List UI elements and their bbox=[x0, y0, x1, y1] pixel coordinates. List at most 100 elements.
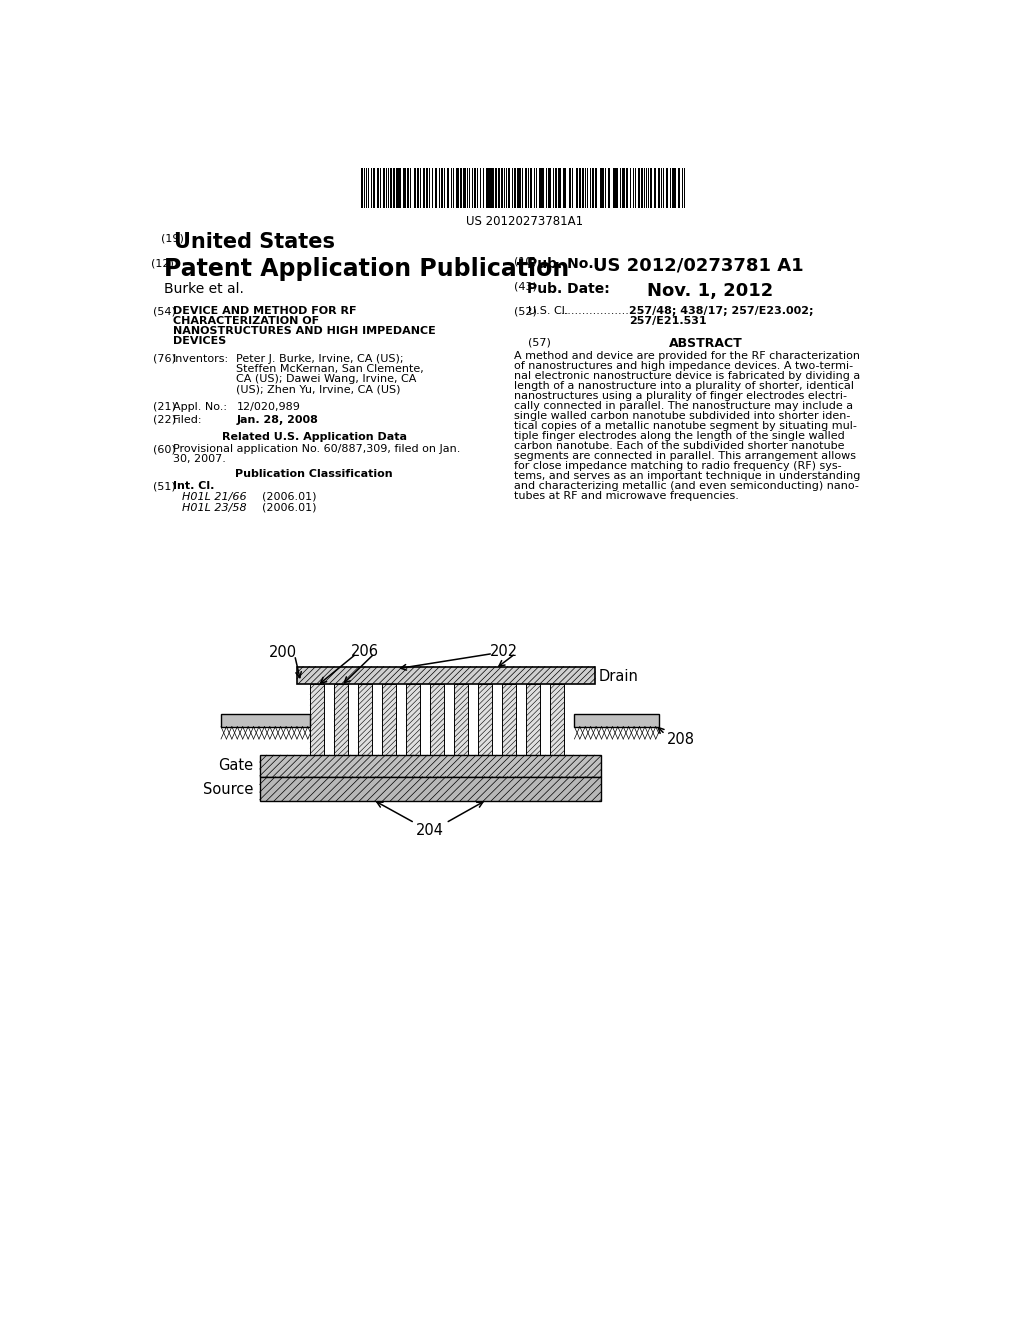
Bar bbox=[407, 684, 420, 755]
Bar bbox=[626, 168, 628, 207]
Bar bbox=[564, 168, 566, 207]
Text: U.S. Cl.: U.S. Cl. bbox=[528, 306, 568, 317]
Text: H01L 21/66: H01L 21/66 bbox=[182, 492, 247, 502]
Text: Gate: Gate bbox=[218, 759, 254, 774]
Bar bbox=[393, 168, 394, 207]
Bar bbox=[477, 168, 478, 207]
Bar bbox=[260, 776, 601, 801]
Text: (19): (19) bbox=[161, 234, 183, 244]
Bar bbox=[633, 168, 634, 207]
Text: (2006.01): (2006.01) bbox=[262, 492, 316, 502]
Text: Provisional application No. 60/887,309, filed on Jan.: Provisional application No. 60/887,309, … bbox=[173, 444, 461, 454]
Bar bbox=[474, 168, 476, 207]
Text: DEVICE AND METHOD FOR RF: DEVICE AND METHOD FOR RF bbox=[173, 306, 356, 317]
Bar bbox=[595, 168, 597, 207]
Text: (60): (60) bbox=[153, 444, 175, 454]
Bar bbox=[260, 755, 601, 776]
Bar bbox=[613, 168, 614, 207]
Bar bbox=[464, 168, 466, 207]
Text: (57): (57) bbox=[528, 337, 551, 347]
Bar bbox=[432, 168, 433, 207]
Bar bbox=[478, 684, 493, 755]
Bar bbox=[602, 168, 604, 207]
Bar bbox=[536, 168, 538, 207]
Text: 257/E21.531: 257/E21.531 bbox=[629, 317, 707, 326]
Bar bbox=[358, 684, 372, 755]
Bar bbox=[460, 168, 462, 207]
Text: CHARACTERIZATION OF: CHARACTERIZATION OF bbox=[173, 317, 319, 326]
Bar bbox=[458, 168, 459, 207]
Bar bbox=[583, 168, 584, 207]
Bar bbox=[390, 168, 391, 207]
Text: 12/020,989: 12/020,989 bbox=[237, 401, 300, 412]
Bar bbox=[558, 168, 560, 207]
Text: and characterizing metallic (and even semiconducting) nano-: and characterizing metallic (and even se… bbox=[514, 480, 859, 491]
Text: tubes at RF and microwave frequencies.: tubes at RF and microwave frequencies. bbox=[514, 491, 739, 502]
Bar bbox=[530, 168, 531, 207]
Text: carbon nanotube. Each of the subdivided shorter nanotube: carbon nanotube. Each of the subdivided … bbox=[514, 441, 845, 451]
Bar bbox=[675, 168, 676, 207]
Text: length of a nanostructure into a plurality of shorter, identical: length of a nanostructure into a plurali… bbox=[514, 381, 854, 391]
Text: of nanostructures and high impedance devices. A two-termi-: of nanostructures and high impedance dev… bbox=[514, 360, 853, 371]
Text: (52): (52) bbox=[514, 306, 537, 317]
Text: tiple finger electrodes along the length of the single walled: tiple finger electrodes along the length… bbox=[514, 430, 845, 441]
Bar bbox=[382, 684, 396, 755]
Text: CA (US); Dawei Wang, Irvine, CA: CA (US); Dawei Wang, Irvine, CA bbox=[237, 374, 417, 384]
Text: nal electronic nanostructure device is fabricated by dividing a: nal electronic nanostructure device is f… bbox=[514, 371, 860, 381]
Text: Steffen McKernan, San Clemente,: Steffen McKernan, San Clemente, bbox=[237, 364, 424, 374]
Text: 206: 206 bbox=[350, 644, 379, 659]
Text: segments are connected in parallel. This arrangement allows: segments are connected in parallel. This… bbox=[514, 451, 856, 461]
Bar bbox=[297, 667, 595, 684]
Text: (54): (54) bbox=[153, 306, 176, 317]
Bar bbox=[371, 168, 372, 207]
Text: (10): (10) bbox=[514, 257, 537, 267]
Text: nanostructures using a plurality of finger electrodes electri-: nanostructures using a plurality of fing… bbox=[514, 391, 847, 401]
Bar bbox=[435, 168, 437, 207]
Bar bbox=[635, 168, 636, 207]
Text: DEVICES: DEVICES bbox=[173, 337, 226, 346]
Bar bbox=[488, 168, 490, 207]
Text: 30, 2007.: 30, 2007. bbox=[173, 454, 226, 465]
Bar bbox=[670, 168, 672, 207]
Text: Nov. 1, 2012: Nov. 1, 2012 bbox=[647, 281, 773, 300]
Bar bbox=[607, 168, 610, 207]
Bar bbox=[574, 714, 658, 726]
Text: 204: 204 bbox=[416, 822, 444, 838]
Text: Filed:: Filed: bbox=[173, 414, 203, 425]
Bar bbox=[579, 168, 581, 207]
Text: A method and device are provided for the RF characterization: A method and device are provided for the… bbox=[514, 351, 860, 360]
Bar bbox=[480, 168, 481, 207]
Bar bbox=[388, 168, 389, 207]
Bar bbox=[495, 168, 497, 207]
Bar bbox=[678, 168, 680, 207]
Text: ABSTRACT: ABSTRACT bbox=[670, 337, 743, 350]
Bar bbox=[429, 168, 430, 207]
Bar bbox=[553, 168, 554, 207]
Text: Appl. No.:: Appl. No.: bbox=[173, 401, 227, 412]
Bar bbox=[672, 168, 674, 207]
Bar bbox=[430, 684, 444, 755]
Text: US 20120273781A1: US 20120273781A1 bbox=[466, 215, 584, 228]
Bar bbox=[592, 168, 594, 207]
Text: tical copies of a metallic nanotube segment by situating mul-: tical copies of a metallic nanotube segm… bbox=[514, 421, 857, 430]
Bar bbox=[417, 168, 419, 207]
Text: NANOSTRUCTURES AND HIGH IMPEDANCE: NANOSTRUCTURES AND HIGH IMPEDANCE bbox=[173, 326, 435, 337]
Bar bbox=[396, 168, 397, 207]
Text: Source: Source bbox=[203, 781, 254, 796]
Bar bbox=[426, 168, 428, 207]
Text: Peter J. Burke, Irvine, CA (US);: Peter J. Burke, Irvine, CA (US); bbox=[237, 354, 404, 364]
Text: (43): (43) bbox=[514, 281, 537, 292]
Bar bbox=[555, 168, 557, 207]
Bar bbox=[423, 168, 425, 207]
Bar bbox=[600, 168, 601, 207]
Bar bbox=[504, 168, 506, 207]
Text: cally connected in parallel. The nanostructure may include a: cally connected in parallel. The nanostr… bbox=[514, 401, 853, 411]
Bar bbox=[441, 168, 442, 207]
Text: (12): (12) bbox=[152, 259, 174, 268]
Text: 208: 208 bbox=[667, 733, 694, 747]
Bar bbox=[398, 168, 400, 207]
Bar bbox=[541, 168, 543, 207]
Bar bbox=[407, 168, 409, 207]
Bar bbox=[512, 168, 513, 207]
Text: 202: 202 bbox=[489, 644, 518, 659]
